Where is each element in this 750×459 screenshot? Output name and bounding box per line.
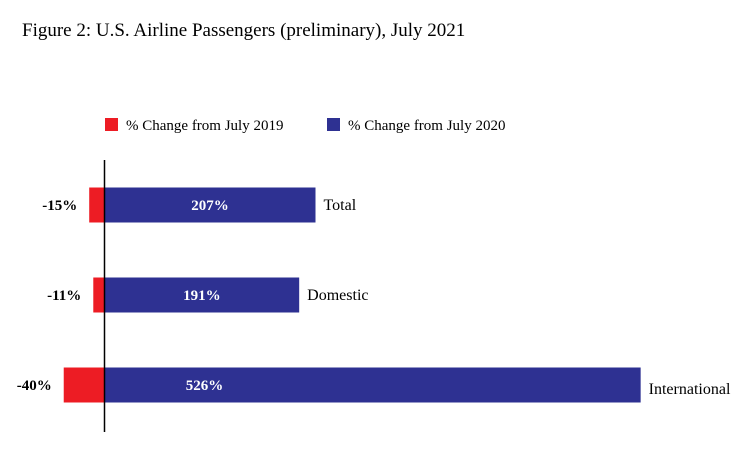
data-label-2019-total: -15% bbox=[42, 198, 77, 214]
bar-2019-international bbox=[63, 367, 105, 403]
bar-2019-total bbox=[89, 187, 105, 223]
category-label-international: International bbox=[649, 381, 731, 398]
data-label-2020-domestic: 191% bbox=[183, 288, 221, 304]
category-label-total: Total bbox=[323, 197, 356, 214]
bar-2020-total bbox=[104, 187, 316, 223]
legend-swatch-2019 bbox=[105, 118, 118, 131]
bar-2020-domestic bbox=[104, 277, 300, 313]
legend-label-2019: % Change from July 2019 bbox=[126, 118, 283, 134]
bar-2019-domestic bbox=[93, 277, 105, 313]
data-label-2020-international: 526% bbox=[186, 378, 224, 394]
legend-label-2020: % Change from July 2020 bbox=[348, 118, 505, 134]
bars: -15% 207% Total -11% 191% Domestic -40% 526% Int… bbox=[17, 187, 731, 403]
data-label-2019-domestic: -11% bbox=[47, 288, 81, 304]
category-label-domestic: Domestic bbox=[307, 287, 368, 304]
bar-2020-international bbox=[104, 367, 641, 403]
legend-swatch-2020 bbox=[327, 118, 340, 131]
data-label-2020-total: 207% bbox=[191, 198, 229, 214]
legend: % Change from July 2019 % Change from Jul… bbox=[105, 118, 505, 134]
chart-title: Figure 2: U.S. Airline Passengers (preli… bbox=[22, 20, 466, 41]
data-label-2019-international: -40% bbox=[17, 378, 52, 394]
